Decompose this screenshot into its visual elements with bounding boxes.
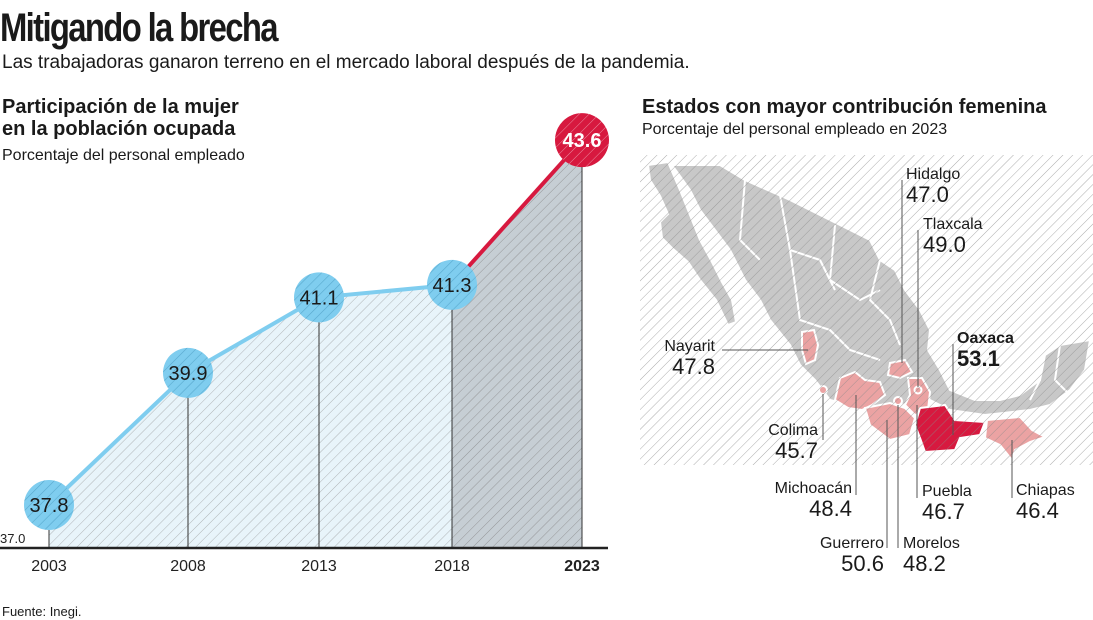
state-value: 47.0 bbox=[906, 182, 949, 207]
map-subtitle: Porcentaje del personal empleado en 2023 bbox=[642, 121, 948, 138]
data-label: 39.9 bbox=[169, 363, 208, 385]
state-name: Puebla bbox=[922, 483, 972, 500]
x-tick-label: 2003 bbox=[31, 558, 67, 575]
data-label: 41.3 bbox=[433, 275, 472, 297]
state-value: 49.0 bbox=[923, 232, 966, 257]
state-name: Michoacán bbox=[775, 480, 852, 497]
state-morelos[interactable] bbox=[893, 396, 903, 406]
state-name: Nayarit bbox=[664, 338, 715, 355]
line-chart-title: Participación de la mujer en la població… bbox=[2, 96, 239, 140]
x-tick-label: 2013 bbox=[301, 558, 337, 575]
state-tlaxcala[interactable] bbox=[913, 385, 923, 395]
state-colima[interactable] bbox=[818, 385, 828, 395]
state-value: 45.7 bbox=[775, 438, 818, 463]
data-label: 41.1 bbox=[300, 287, 339, 309]
line-chart-title-line2: en la población ocupada bbox=[2, 118, 236, 140]
data-point-hatch bbox=[427, 259, 477, 310]
x-tick-label: 2023 bbox=[564, 558, 600, 575]
state-value: 50.6 bbox=[841, 551, 884, 576]
line-chart-title-line1: Participación de la mujer bbox=[2, 96, 239, 118]
data-point-hatch bbox=[163, 347, 213, 398]
data-label: 43.6 bbox=[563, 130, 602, 152]
line-chart: 37.0 37.8 2003 39.9 2008 41.1 2013 41.3 2018 43.6… bbox=[0, 113, 609, 575]
x-tick-label: 2018 bbox=[434, 558, 470, 575]
data-point-hatch bbox=[555, 113, 609, 168]
data-label: 37.8 bbox=[30, 495, 69, 517]
state-name: Tlaxcala bbox=[923, 216, 983, 233]
x-tick-label: 2008 bbox=[170, 558, 206, 575]
state-value: 46.7 bbox=[922, 499, 965, 524]
state-value: 53.1 bbox=[957, 346, 1000, 371]
state-value: 48.2 bbox=[903, 551, 946, 576]
series-line bbox=[47, 282, 453, 507]
state-name: Guerrero bbox=[820, 535, 884, 552]
state-name: Morelos bbox=[903, 535, 960, 552]
state-name: Oaxaca bbox=[957, 330, 1014, 347]
state-nayarit[interactable] bbox=[801, 328, 820, 366]
series-line-highlight bbox=[450, 138, 584, 287]
page-subtitle: Las trabajadoras ganaron terreno en el m… bbox=[2, 52, 690, 73]
page-title: Mitigando la brecha bbox=[0, 6, 278, 50]
line-chart-subtitle: Porcentaje del personal empleado bbox=[2, 147, 245, 164]
state-name: Colima bbox=[768, 422, 818, 439]
mainland-north bbox=[670, 164, 1092, 417]
area-hatch bbox=[49, 284, 452, 548]
state-name: Chiapas bbox=[1016, 482, 1075, 499]
source-note: Fuente: Inegi. bbox=[2, 604, 82, 619]
state-value: 47.8 bbox=[672, 354, 715, 379]
baseline-label: 37.0 bbox=[0, 531, 25, 546]
data-point-hatch bbox=[294, 272, 344, 323]
state-chiapas[interactable] bbox=[983, 415, 1048, 463]
state-value: 46.4 bbox=[1016, 498, 1059, 523]
map-title: Estados con mayor contribución femenina bbox=[642, 96, 1047, 118]
area-hatch-highlight bbox=[452, 140, 582, 548]
state-name: Hidalgo bbox=[906, 166, 960, 183]
data-point-hatch bbox=[24, 480, 74, 530]
state-value: 48.4 bbox=[809, 496, 852, 521]
